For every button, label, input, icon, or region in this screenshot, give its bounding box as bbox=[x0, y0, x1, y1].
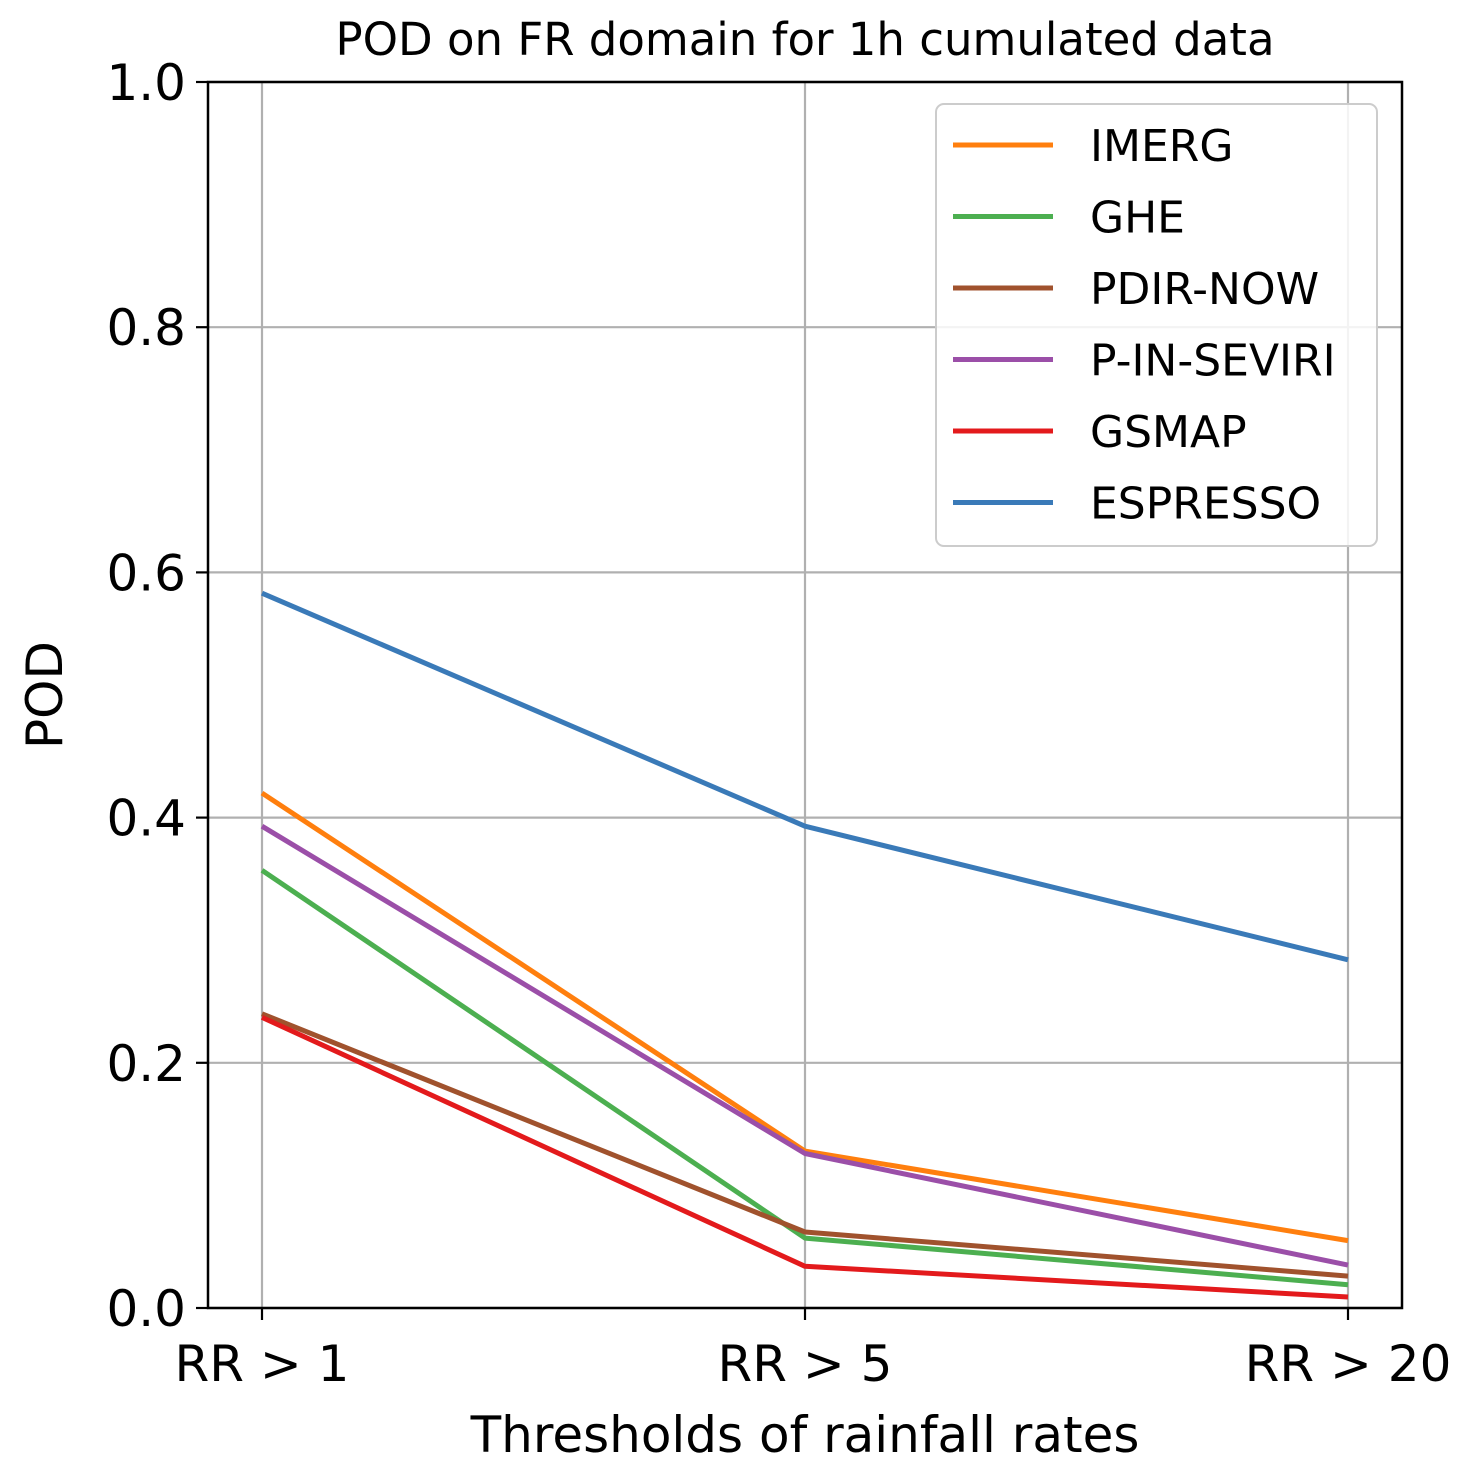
y-tick-label: 0.2 bbox=[106, 1035, 186, 1093]
legend-label-gsmap: GSMAP bbox=[1090, 407, 1247, 458]
x-tick-label: RR > 20 bbox=[1245, 1335, 1452, 1393]
y-tick-label: 0.8 bbox=[106, 299, 186, 357]
series-line-pdir-now bbox=[261, 1011, 1349, 1279]
series-line-gsmap bbox=[260, 1015, 1349, 1300]
series-line-p-in-seviri bbox=[260, 824, 1349, 1268]
legend-label-imerg: IMERG bbox=[1090, 121, 1233, 172]
y-tick-label: 0.6 bbox=[106, 544, 186, 602]
legend-label-ghe: GHE bbox=[1090, 193, 1185, 244]
legend-label-pdir-now: PDIR-NOW bbox=[1090, 264, 1319, 315]
series-line-ghe bbox=[260, 868, 1349, 1288]
series-line-espresso bbox=[261, 590, 1349, 963]
y-tick-label: 0.4 bbox=[106, 790, 186, 848]
y-tick-label: 1.0 bbox=[106, 54, 186, 112]
legend: IMERG GHE PDIR-NOW P-IN-SEVIRI GSMAP ESPRESSO bbox=[935, 103, 1378, 547]
axis-ticks: RR > 1 RR > 5 RR > 20 0.0 0.2 0.4 0.6 0.8 1.0 bbox=[106, 54, 1451, 1393]
x-axis-title: Thresholds of rainfall rates bbox=[470, 1406, 1140, 1464]
legend-label-p-in-seviri: P-IN-SEVIRI bbox=[1090, 336, 1336, 387]
x-tick-label: RR > 5 bbox=[718, 1335, 893, 1393]
x-tick-label: RR > 1 bbox=[175, 1335, 350, 1393]
series-lines bbox=[260, 590, 1349, 1300]
y-tick-label: 0.0 bbox=[106, 1280, 186, 1338]
legend-label-espresso: ESPRESSO bbox=[1090, 479, 1321, 530]
y-axis-title: POD bbox=[16, 641, 74, 749]
chart-title: POD on FR domain for 1h cumulated data bbox=[335, 13, 1274, 66]
